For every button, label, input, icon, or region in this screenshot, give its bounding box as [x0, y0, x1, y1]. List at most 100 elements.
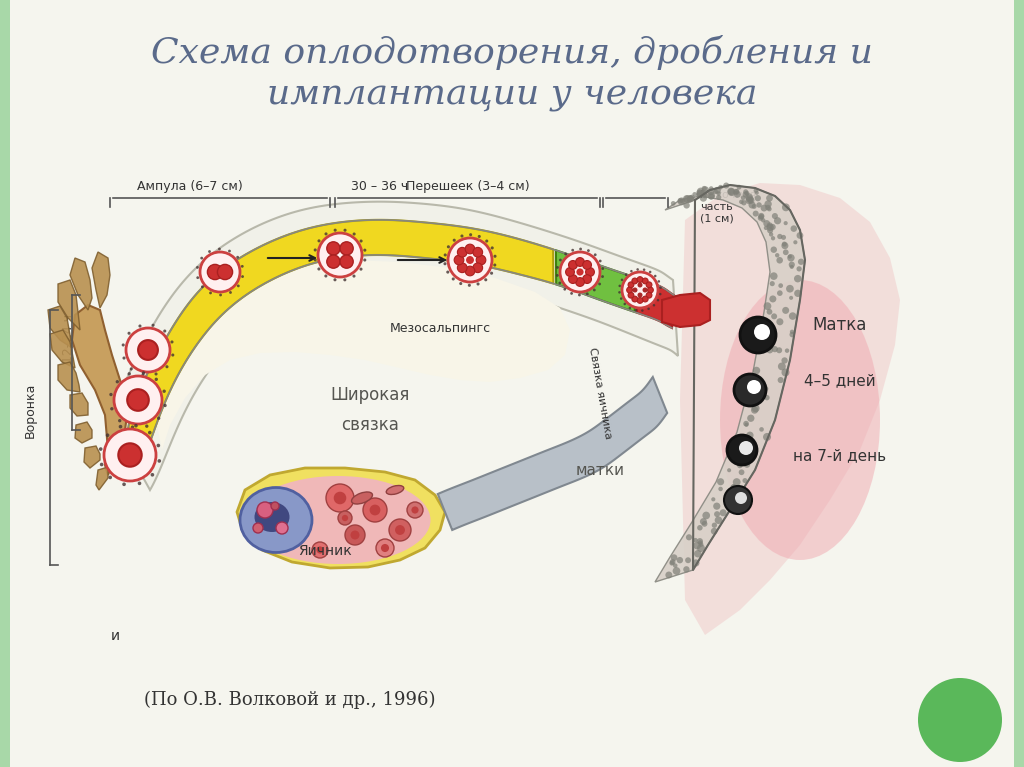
Circle shape: [713, 189, 718, 194]
Circle shape: [761, 205, 768, 212]
Circle shape: [693, 538, 697, 542]
Circle shape: [727, 435, 757, 465]
Circle shape: [797, 232, 804, 239]
Circle shape: [751, 407, 758, 413]
Circle shape: [740, 317, 776, 353]
Circle shape: [134, 424, 138, 427]
Circle shape: [601, 275, 604, 278]
Circle shape: [687, 196, 694, 202]
Circle shape: [768, 325, 774, 332]
Circle shape: [127, 389, 148, 411]
Circle shape: [671, 201, 676, 206]
Circle shape: [155, 377, 158, 381]
Circle shape: [352, 275, 355, 278]
Circle shape: [725, 495, 730, 500]
Circle shape: [571, 249, 574, 252]
Circle shape: [494, 255, 497, 258]
Circle shape: [131, 426, 134, 429]
Circle shape: [642, 288, 647, 292]
Circle shape: [759, 214, 764, 219]
Circle shape: [717, 478, 724, 486]
Circle shape: [469, 233, 472, 236]
Text: (По О.В. Волковой и др., 1996): (По О.В. Волковой и др., 1996): [144, 691, 436, 709]
Circle shape: [465, 244, 475, 254]
Circle shape: [740, 456, 748, 463]
Circle shape: [746, 432, 754, 439]
Circle shape: [586, 268, 594, 276]
Circle shape: [484, 278, 487, 281]
Circle shape: [739, 441, 753, 455]
Circle shape: [622, 272, 658, 308]
Circle shape: [708, 189, 714, 195]
Circle shape: [646, 292, 652, 298]
Circle shape: [755, 191, 759, 195]
Circle shape: [342, 515, 348, 521]
Circle shape: [701, 186, 707, 191]
Circle shape: [795, 290, 802, 297]
Circle shape: [702, 512, 710, 519]
Circle shape: [625, 274, 628, 276]
Circle shape: [313, 258, 316, 262]
Circle shape: [766, 347, 773, 354]
Circle shape: [618, 285, 621, 287]
Circle shape: [717, 191, 721, 196]
Polygon shape: [50, 330, 75, 368]
Circle shape: [334, 278, 337, 281]
Circle shape: [137, 482, 141, 486]
Circle shape: [693, 542, 700, 549]
Circle shape: [473, 263, 482, 272]
Polygon shape: [72, 305, 128, 475]
Circle shape: [642, 296, 648, 302]
Circle shape: [593, 288, 596, 291]
Circle shape: [128, 372, 131, 376]
Circle shape: [767, 227, 773, 233]
Circle shape: [772, 346, 778, 352]
Circle shape: [453, 239, 456, 242]
Circle shape: [624, 303, 626, 305]
Polygon shape: [110, 202, 678, 490]
Text: Мезосальпингс: Мезосальпингс: [389, 322, 490, 335]
Circle shape: [632, 278, 638, 284]
Circle shape: [670, 561, 675, 565]
Circle shape: [777, 290, 782, 296]
Circle shape: [696, 193, 700, 196]
Circle shape: [711, 528, 718, 535]
Circle shape: [683, 195, 690, 202]
Circle shape: [637, 277, 643, 282]
Circle shape: [271, 502, 279, 510]
Circle shape: [111, 407, 114, 410]
Circle shape: [752, 204, 757, 209]
Circle shape: [130, 367, 133, 370]
Circle shape: [761, 218, 765, 222]
Circle shape: [461, 235, 464, 238]
Circle shape: [687, 195, 693, 201]
Polygon shape: [96, 467, 108, 490]
Text: Связка яичника: Связка яичника: [587, 347, 613, 440]
Circle shape: [157, 416, 161, 420]
Text: Воронка: Воронка: [24, 383, 37, 438]
Circle shape: [764, 200, 772, 208]
Circle shape: [594, 253, 597, 256]
Circle shape: [670, 559, 676, 565]
Circle shape: [395, 525, 404, 535]
Circle shape: [697, 188, 705, 196]
Circle shape: [389, 519, 411, 541]
Circle shape: [646, 282, 652, 288]
Circle shape: [334, 229, 337, 232]
Polygon shape: [58, 280, 80, 330]
Circle shape: [556, 274, 559, 277]
Circle shape: [698, 542, 703, 547]
Circle shape: [700, 518, 707, 525]
Circle shape: [359, 268, 362, 271]
Circle shape: [737, 463, 742, 468]
Circle shape: [338, 511, 352, 525]
Circle shape: [110, 393, 113, 397]
Circle shape: [647, 287, 653, 293]
Text: 4–5 дней: 4–5 дней: [804, 373, 876, 388]
Circle shape: [798, 258, 804, 265]
Circle shape: [788, 312, 797, 320]
Circle shape: [701, 186, 709, 193]
Circle shape: [729, 450, 736, 457]
Circle shape: [736, 450, 742, 457]
Circle shape: [119, 425, 122, 429]
